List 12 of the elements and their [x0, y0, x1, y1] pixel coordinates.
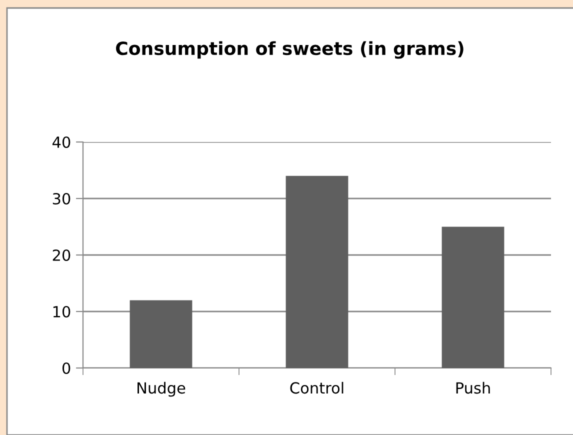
- y-tick-label: 10: [53, 306, 70, 318]
- y-tick-label: 0: [62, 362, 70, 374]
- x-tick-label: Nudge: [138, 382, 186, 397]
- y-tick-label: 30: [52, 192, 70, 205]
- y-tick-label: 40: [52, 136, 70, 148]
- chart-title: Consumption of sweets (in grams): [116, 41, 464, 59]
- x-tick-label: Control: [290, 382, 344, 394]
- bar: [442, 226, 504, 368]
- x-tick-label: Push: [456, 382, 490, 394]
- bar: [130, 300, 192, 368]
- y-tick-label: 20: [52, 249, 70, 262]
- bar: [286, 176, 348, 368]
